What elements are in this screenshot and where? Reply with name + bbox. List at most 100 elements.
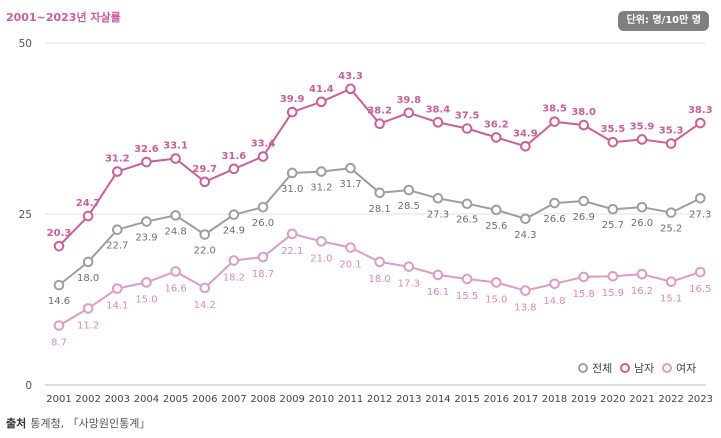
data-label-female: 17.3 (398, 279, 420, 290)
data-label-female: 14.1 (106, 301, 128, 312)
data-point-total (199, 229, 211, 240)
data-label-total: 24.3 (514, 230, 536, 241)
data-label-total: 31.0 (281, 184, 303, 195)
legend-label-total: 전체 (592, 362, 612, 375)
source-label: 출처 (6, 417, 27, 430)
data-point-female (228, 255, 240, 266)
data-point-female (257, 251, 269, 263)
data-point-total (607, 203, 619, 215)
data-label-male: 39.9 (280, 94, 305, 105)
data-point-female (403, 261, 415, 272)
data-label-total: 28.1 (369, 204, 391, 215)
data-label-male: 36.2 (484, 119, 509, 130)
data-label-female: 15.8 (573, 289, 595, 300)
data-label-total: 27.3 (689, 209, 711, 220)
data-label-total: 31.2 (310, 183, 332, 194)
legend-marker-male (620, 363, 630, 373)
x-tick-label: 2006 (192, 394, 217, 405)
data-point-male (170, 153, 181, 164)
x-tick-label: 2017 (513, 394, 538, 405)
data-point-male (403, 107, 415, 119)
data-point-female (286, 228, 298, 240)
data-point-total (286, 167, 298, 179)
source-note: 출처 통계청, 「사망원인통계」 (6, 415, 150, 431)
data-point-male (636, 134, 648, 145)
data-label-female: 15.9 (602, 288, 624, 299)
data-label-female: 16.2 (631, 286, 653, 297)
data-label-total: 26.6 (543, 214, 565, 225)
data-label-male: 33.4 (251, 139, 276, 150)
data-point-total (490, 204, 502, 216)
x-tick-label: 2007 (221, 394, 246, 405)
data-point-total (636, 201, 648, 213)
data-label-female: 18.7 (252, 269, 274, 280)
x-tick-label: 2016 (484, 394, 509, 405)
data-point-female (82, 303, 94, 314)
data-label-male: 38.0 (571, 107, 596, 118)
data-point-total (403, 184, 415, 196)
data-label-male: 41.4 (309, 84, 334, 95)
x-tick-label: 2021 (629, 394, 654, 405)
source-text: 통계청, 「사망원인통계」 (30, 417, 151, 430)
data-point-male (374, 118, 385, 130)
data-point-total (461, 198, 473, 210)
data-point-total (695, 192, 706, 204)
data-point-female (461, 273, 473, 285)
data-point-male (228, 163, 240, 175)
data-label-female: 15.5 (456, 291, 478, 302)
data-label-total: 24.9 (223, 226, 245, 237)
x-tick-label: 2020 (600, 394, 625, 405)
data-point-total (665, 207, 677, 218)
data-point-male (286, 106, 298, 118)
data-point-female (199, 282, 211, 294)
data-point-male (432, 117, 444, 128)
data-label-total: 28.5 (398, 201, 420, 212)
data-point-total (374, 187, 385, 199)
x-tick-label: 2009 (279, 394, 304, 405)
data-point-total (53, 279, 65, 291)
data-point-male (199, 176, 211, 188)
data-label-male: 34.9 (513, 128, 538, 139)
data-label-female: 16.6 (164, 283, 186, 294)
data-point-total (228, 209, 240, 220)
data-label-female: 8.7 (51, 337, 67, 348)
data-point-male (578, 119, 590, 131)
data-point-female (170, 266, 181, 277)
data-label-total: 25.6 (485, 221, 507, 232)
x-tick-label: 2014 (425, 394, 450, 405)
data-label-male: 35.5 (601, 124, 626, 135)
data-label-male: 24.7 (76, 198, 101, 209)
data-point-total (112, 224, 123, 236)
x-tick-label: 2013 (396, 394, 421, 405)
data-label-female: 16.1 (427, 287, 449, 298)
x-tick-label: 2012 (367, 394, 392, 405)
data-point-total (432, 192, 444, 204)
data-point-total (520, 213, 531, 225)
data-point-female (345, 242, 356, 253)
data-point-total (578, 195, 590, 207)
data-point-female (374, 256, 385, 268)
x-tick-label: 2015 (454, 394, 479, 405)
data-point-total (345, 162, 356, 174)
data-label-male: 43.3 (338, 71, 363, 82)
data-point-male (665, 138, 677, 149)
data-point-female (636, 268, 648, 280)
x-tick-label: 2023 (688, 394, 713, 405)
data-label-female: 15.0 (485, 294, 507, 305)
data-point-male (257, 151, 269, 162)
data-point-male (112, 166, 123, 177)
data-point-male (607, 136, 619, 148)
data-label-total: 18.0 (77, 273, 99, 284)
data-label-male: 38.4 (426, 104, 451, 115)
data-label-female: 15.0 (135, 294, 157, 305)
data-point-total (82, 256, 94, 268)
data-label-male: 35.3 (659, 126, 684, 137)
x-tick-label: 2011 (338, 394, 363, 405)
legend-marker-total (578, 363, 588, 373)
data-point-female (112, 283, 123, 294)
data-label-total: 26.9 (573, 212, 595, 223)
data-label-total: 25.2 (660, 224, 682, 235)
data-label-total: 26.5 (456, 215, 478, 226)
data-label-total: 24.8 (164, 226, 186, 237)
y-tick-label: 0 (25, 380, 32, 392)
